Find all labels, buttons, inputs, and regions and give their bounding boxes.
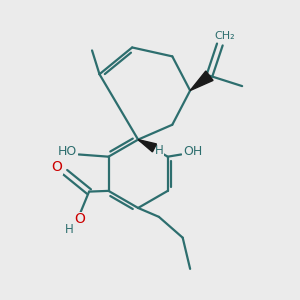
- Text: H: H: [65, 223, 74, 236]
- Polygon shape: [138, 140, 157, 152]
- Text: O: O: [52, 160, 62, 174]
- Text: OH: OH: [183, 145, 202, 158]
- Text: H: H: [154, 143, 163, 157]
- Text: O: O: [75, 212, 86, 226]
- Text: HO: HO: [58, 145, 77, 158]
- Polygon shape: [190, 71, 213, 91]
- Text: CH₂: CH₂: [214, 31, 235, 41]
